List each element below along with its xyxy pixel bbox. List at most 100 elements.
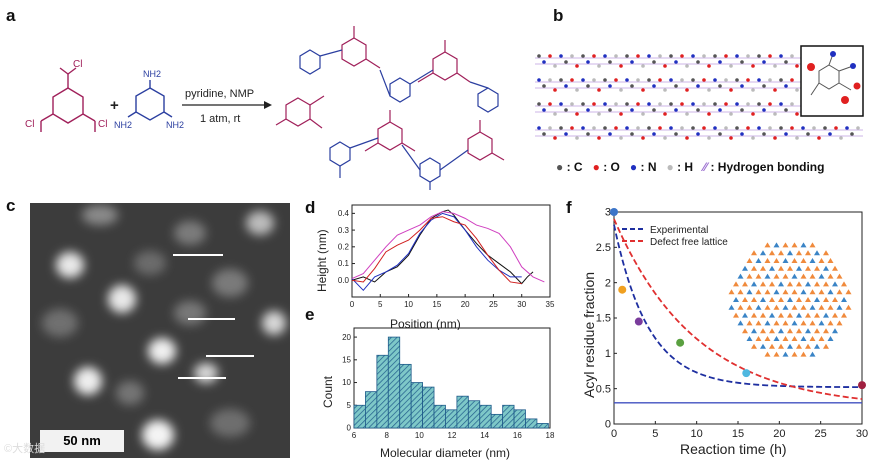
lattice-atom xyxy=(674,132,678,136)
lattice-node xyxy=(773,289,780,295)
lattice-atom xyxy=(537,102,541,106)
lattice-atom xyxy=(757,126,761,130)
lattice-node xyxy=(755,289,762,295)
lattice-node xyxy=(823,250,829,256)
x-tick-label: 5 xyxy=(378,300,383,309)
lattice-node xyxy=(818,258,825,263)
lattice-atom xyxy=(575,112,579,116)
lattice-node xyxy=(769,343,775,349)
lattice-node xyxy=(809,351,816,357)
lattice-node xyxy=(746,273,753,279)
lattice-atom xyxy=(603,78,607,82)
lattice-node xyxy=(737,304,744,310)
lattice-node xyxy=(791,351,798,357)
lattice-atom xyxy=(839,136,843,140)
lattice-node xyxy=(764,351,771,357)
histogram-bar xyxy=(422,386,435,429)
lattice-atom xyxy=(713,126,717,130)
condition-line-2: 1 atm, rt xyxy=(200,113,240,125)
lattice-node xyxy=(845,304,852,310)
lattice-node xyxy=(791,289,798,295)
lattice-node xyxy=(751,250,757,256)
lattice-atom xyxy=(828,132,832,136)
lattice-node xyxy=(800,289,807,295)
lattice-atom xyxy=(718,60,722,64)
lattice-atom xyxy=(685,64,689,68)
lattice-atom xyxy=(685,88,689,92)
lattice-node xyxy=(760,265,766,271)
lattice-node xyxy=(814,312,820,318)
lattice-atom xyxy=(713,54,717,58)
reaction-arrow-head xyxy=(264,101,272,109)
data-point xyxy=(618,285,627,294)
lattice-node xyxy=(733,297,739,302)
lattice-node xyxy=(782,289,789,295)
lattice-atom xyxy=(559,54,563,58)
lattice-atom xyxy=(669,78,673,82)
lattice-node xyxy=(778,265,784,271)
lattice-atom xyxy=(724,78,728,82)
lattice-atom xyxy=(537,126,541,130)
lattice-node xyxy=(827,336,834,341)
histogram-bar xyxy=(365,391,378,429)
lattice-atom xyxy=(817,136,821,140)
lattice-atom xyxy=(575,64,579,68)
lattice-atom xyxy=(581,54,585,58)
lattice-atom xyxy=(696,84,700,88)
lattice-atom xyxy=(740,60,744,64)
legend-nitrogen: ● : N xyxy=(629,160,657,174)
lattice-atom xyxy=(691,102,695,106)
lattice-node xyxy=(832,265,838,271)
lattice-atom xyxy=(735,54,739,58)
reactant1-cl-3: Cl xyxy=(98,119,107,130)
lattice-atom xyxy=(597,88,601,92)
y-tick-label: 1 xyxy=(605,348,611,360)
lattice-atom xyxy=(647,54,651,58)
lattice-node xyxy=(814,265,820,271)
lattice-atom xyxy=(542,132,546,136)
lattice-atom xyxy=(553,136,557,140)
y-tick-label: 0.2 xyxy=(338,242,350,251)
lattice-atom xyxy=(564,60,568,64)
y-tick-label: 5 xyxy=(347,401,352,410)
lattice-node xyxy=(823,281,829,287)
lattice-atom xyxy=(641,64,645,68)
y-tick-label: 10 xyxy=(342,378,351,387)
reactant1-cl-1: Cl xyxy=(73,59,82,70)
chart-d-plot: 0 5 10 15 20 25 30 35 0.0 0.1 0.2 0.3 0.4 xyxy=(338,204,555,309)
lattice-node xyxy=(728,289,735,295)
lattice-node xyxy=(746,258,753,263)
lattice-node xyxy=(746,289,753,295)
series-line-blue xyxy=(351,212,522,292)
lattice-node xyxy=(818,273,825,279)
hex-lattice-inset xyxy=(728,242,852,357)
x-tick-label: 30 xyxy=(517,300,526,309)
x-tick-label: 30 xyxy=(856,428,868,440)
lattice-node xyxy=(791,336,798,341)
y-tick-label: 3 xyxy=(605,207,611,219)
lattice-atom xyxy=(663,64,667,68)
inset-atom xyxy=(850,63,856,69)
lattice-atom xyxy=(586,60,590,64)
lattice-atom xyxy=(658,54,662,58)
lattice-node xyxy=(818,289,825,295)
lattice-atom xyxy=(542,84,546,88)
lattice-node xyxy=(791,242,798,248)
lattice-atom xyxy=(779,102,783,106)
lattice-node xyxy=(751,328,757,334)
lattice-node xyxy=(836,273,843,279)
lattice-node xyxy=(809,320,816,326)
lattice-node xyxy=(827,258,834,263)
lattice-atom xyxy=(663,136,667,140)
reactant-melamine xyxy=(127,80,173,121)
lattice-atom xyxy=(762,108,766,112)
lattice-atom xyxy=(685,136,689,140)
lattice-node xyxy=(778,281,784,287)
lattice-node xyxy=(827,320,834,326)
lattice-atom xyxy=(636,126,640,130)
lattice-atom xyxy=(559,126,563,130)
chart-e-plot: 6 8 10 12 14 16 18 0 5 10 15 20 xyxy=(342,327,555,440)
lattice-atom xyxy=(806,132,810,136)
reactant2-nh2-1: NH2 xyxy=(143,69,161,79)
lattice-node xyxy=(805,281,811,287)
